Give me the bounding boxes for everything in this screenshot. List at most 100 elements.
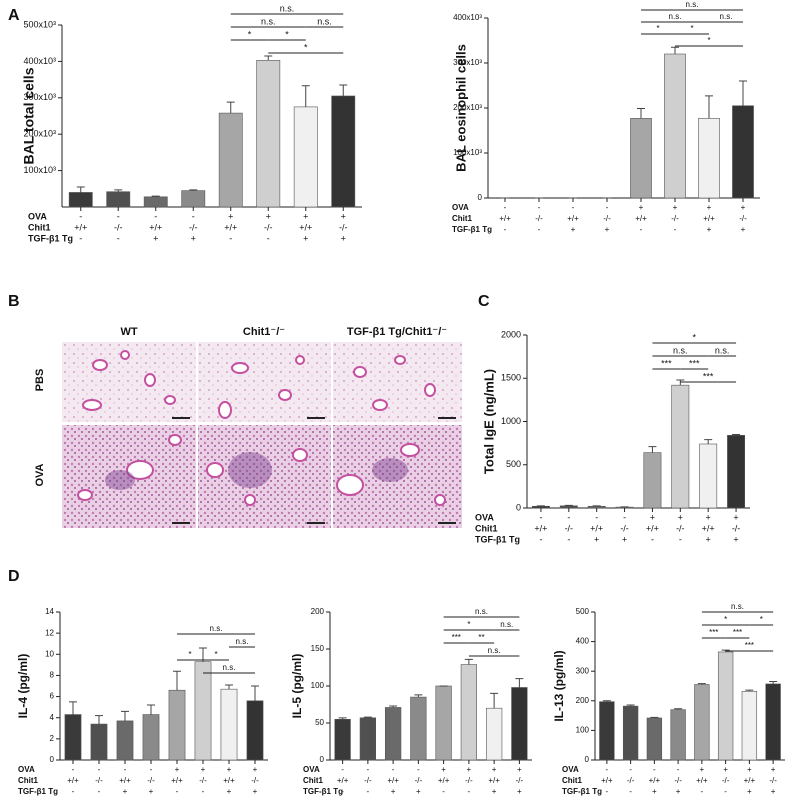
condition-value: + — [492, 787, 497, 796]
condition-value: -/- — [565, 523, 574, 533]
error-bar — [697, 683, 706, 685]
condition-value: + — [303, 211, 308, 221]
y-axis-label: BAL eosinophil cells — [453, 44, 468, 172]
condition-label: Chit1 — [18, 776, 39, 785]
significance-label: *** — [733, 628, 742, 637]
condition-value: + — [303, 233, 308, 243]
y-axis-label: IL-13 (pg/ml) — [552, 650, 566, 721]
condition-value: - — [98, 787, 101, 796]
bar — [732, 105, 754, 199]
condition-value: - — [538, 225, 541, 234]
error-bar — [76, 186, 85, 193]
condition-value: + — [676, 787, 681, 796]
bar — [331, 95, 356, 208]
y-axis-label: Total IgE (ng/mL) — [481, 369, 496, 474]
condition-value: + — [622, 534, 627, 544]
condition-value: - — [679, 534, 682, 544]
error-bar — [251, 685, 259, 701]
significance-label: *** — [709, 628, 718, 637]
condition-value: - — [567, 512, 570, 522]
condition-value: +/+ — [67, 776, 79, 785]
error-bar — [490, 692, 499, 709]
condition-value: + — [771, 787, 776, 796]
condition-label: OVA — [562, 765, 579, 774]
significance-label: n.s. — [236, 637, 249, 646]
condition-value: -/- — [732, 523, 741, 533]
bar — [64, 714, 82, 761]
error-bar — [648, 446, 657, 453]
condition-value: - — [229, 233, 232, 243]
condition-value: - — [124, 765, 127, 774]
error-bar — [626, 704, 635, 707]
condition-value: - — [79, 211, 82, 221]
error-bar — [650, 716, 659, 718]
condition-value: +/+ — [438, 776, 450, 785]
condition-label: TGF-β1 Tg — [452, 225, 492, 234]
condition-value: + — [723, 765, 728, 774]
condition-value: +/+ — [499, 214, 511, 223]
y-tick-label: 200 — [311, 607, 325, 616]
error-bar — [745, 689, 754, 692]
condition-value: + — [123, 787, 128, 796]
y-tick-label: 150 — [311, 644, 325, 653]
condition-value: + — [228, 211, 233, 221]
bar — [384, 707, 402, 761]
significance-label: *** — [661, 358, 672, 368]
bar — [741, 691, 758, 761]
significance-label: ** — [478, 633, 484, 642]
condition-value: - — [367, 787, 370, 796]
bar — [717, 651, 734, 761]
error-bar — [674, 708, 683, 710]
condition-value: - — [504, 203, 507, 212]
condition-label: TGF-β1 Tg — [18, 787, 58, 796]
condition-value: + — [771, 765, 776, 774]
condition-label: OVA — [303, 765, 320, 774]
bar — [587, 505, 606, 509]
condition-value: + — [700, 765, 705, 774]
condition-value: + — [741, 203, 746, 212]
condition-value: - — [176, 787, 179, 796]
bar — [699, 443, 718, 509]
condition-value: + — [441, 765, 446, 774]
condition-value: - — [468, 787, 471, 796]
bar — [664, 53, 686, 199]
condition-value: +/+ — [224, 222, 237, 232]
condition-value: + — [467, 765, 472, 774]
condition-label: Chit1 — [452, 214, 473, 223]
condition-value: + — [594, 534, 599, 544]
y-tick-label: 400 — [576, 637, 590, 646]
significance-label: * — [724, 615, 727, 624]
error-bar — [69, 701, 77, 715]
condition-value: -/- — [603, 214, 611, 223]
condition-value: + — [492, 765, 497, 774]
condition-value: + — [266, 211, 271, 221]
condition-value: + — [149, 787, 154, 796]
condition-value: + — [253, 765, 258, 774]
condition-value: - — [392, 765, 395, 774]
condition-value: +/+ — [696, 776, 708, 785]
condition-value: - — [504, 225, 507, 234]
condition-value: - — [79, 233, 82, 243]
condition-value: - — [341, 765, 344, 774]
condition-value: +/+ — [299, 222, 312, 232]
condition-value: -/- — [620, 523, 629, 533]
error-bar — [464, 658, 473, 665]
condition-value: + — [706, 534, 711, 544]
condition-value: + — [153, 233, 158, 243]
bar — [765, 683, 781, 761]
condition-value: - — [192, 211, 195, 221]
y-tick-label: 6 — [50, 692, 55, 701]
bar — [599, 701, 615, 761]
condition-value: + — [341, 211, 346, 221]
condition-value: - — [606, 765, 609, 774]
condition-value: - — [539, 512, 542, 522]
condition-value: +/+ — [703, 214, 715, 223]
y-axis-label: IL-4 (pg/ml) — [16, 654, 30, 719]
significance-label: n.s. — [488, 646, 501, 655]
y-tick-label: 400x10³ — [23, 56, 56, 66]
condition-value: -/- — [264, 222, 273, 232]
condition-value: - — [640, 225, 643, 234]
y-tick-label: 100 — [576, 726, 590, 735]
